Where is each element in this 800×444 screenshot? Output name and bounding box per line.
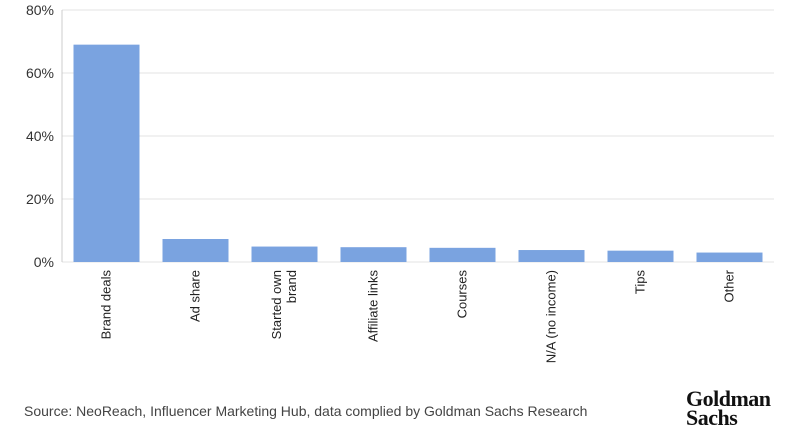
x-tick-label-line: Affiliate links bbox=[366, 270, 381, 343]
x-tick-label-line: Started own bbox=[269, 270, 284, 339]
gridlines bbox=[61, 9, 774, 263]
x-tick-label: Ad share bbox=[188, 270, 203, 322]
x-tick-label-line: Courses bbox=[455, 270, 470, 319]
y-tick-label: 40% bbox=[26, 128, 54, 144]
x-tick-label: Affiliate links bbox=[366, 270, 381, 343]
x-tick-label: Started own brand bbox=[269, 270, 299, 339]
x-tick-label-line: Ad share bbox=[188, 270, 203, 322]
x-tick-label-line: Tips bbox=[633, 270, 648, 295]
y-tick-label: 60% bbox=[26, 65, 54, 81]
logo-line-2: Sachs bbox=[686, 405, 738, 430]
x-tick-label: N/A (no income) bbox=[544, 270, 559, 363]
bar bbox=[429, 247, 496, 262]
bar bbox=[73, 44, 140, 263]
y-axis-ticks: 0% 20% 40% 60% 80% bbox=[26, 2, 54, 270]
bar bbox=[696, 252, 763, 262]
x-tick-label-line: Brand deals bbox=[99, 270, 114, 340]
x-tick-label: Courses bbox=[455, 270, 470, 319]
bar bbox=[251, 246, 318, 262]
x-tick-label: Other bbox=[722, 269, 737, 302]
bars bbox=[73, 44, 763, 263]
bar bbox=[340, 247, 407, 262]
x-tick-label-line: brand bbox=[284, 270, 299, 303]
y-tick-label: 20% bbox=[26, 191, 54, 207]
x-tick-label: Tips bbox=[633, 270, 648, 295]
source-note: Source: NeoReach, Influencer Marketing H… bbox=[24, 403, 588, 419]
bar bbox=[607, 250, 674, 262]
x-axis-labels: Brand deals Ad share Started own brand Affil… bbox=[99, 269, 737, 363]
x-tick-label-line: Other bbox=[722, 269, 737, 302]
bar bbox=[162, 239, 229, 262]
bar bbox=[518, 250, 585, 262]
y-tick-label: 0% bbox=[34, 254, 54, 270]
logo-line-1: Goldman bbox=[686, 386, 771, 411]
x-tick-label: Brand deals bbox=[99, 270, 114, 340]
goldman-sachs-logo: Goldman Sachs bbox=[686, 386, 786, 430]
x-tick-label-line: N/A (no income) bbox=[544, 270, 559, 363]
y-tick-label: 80% bbox=[26, 2, 54, 18]
